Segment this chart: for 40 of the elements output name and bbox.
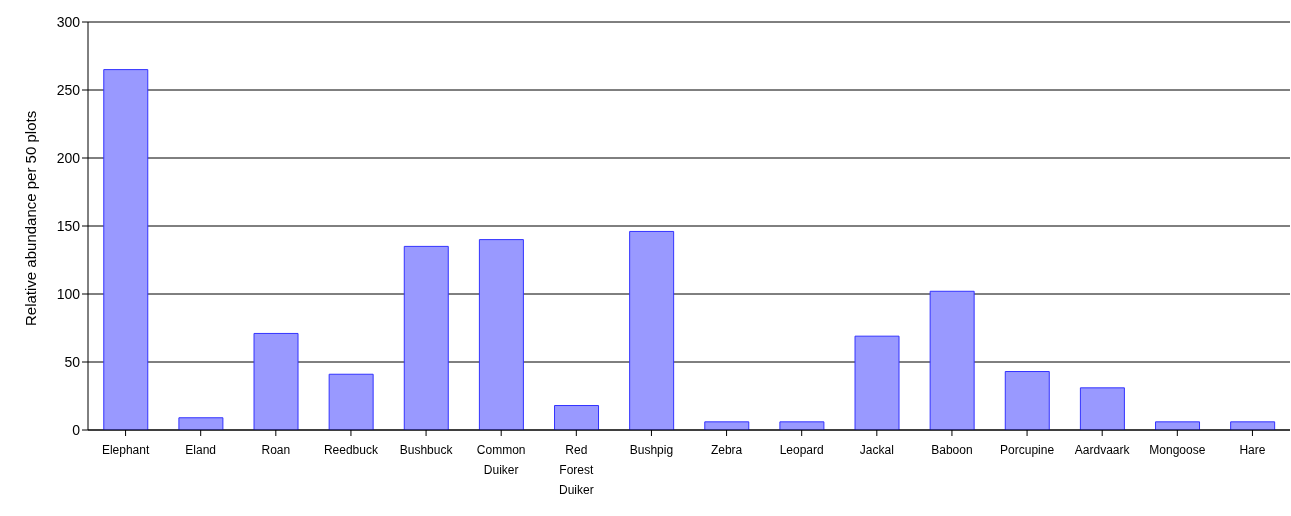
x-tick-label: Hare [1239, 443, 1266, 457]
x-tick-label: Common Duiker [476, 443, 526, 477]
x-tick-label: Roan [261, 443, 291, 457]
x-tick-label: Leopard [779, 443, 824, 457]
bar [779, 421, 825, 430]
bar [1230, 421, 1276, 430]
bar [328, 373, 374, 430]
x-tick-label: Bushpig [629, 443, 674, 457]
bar [253, 332, 299, 430]
x-tick-label: Jackal [859, 443, 894, 457]
bar [554, 405, 600, 430]
x-tick-label: Elephant [101, 443, 150, 457]
bar [103, 69, 149, 430]
bar [854, 335, 900, 430]
bar [478, 239, 524, 430]
y-tick-label: 100 [56, 285, 81, 302]
y-tick-label: 150 [56, 217, 81, 234]
bar [629, 230, 675, 430]
x-tick-label: Bushbuck [399, 443, 454, 457]
bar [704, 421, 750, 430]
bar [403, 245, 449, 430]
x-tick-label: Red Forest Duiker [558, 443, 594, 497]
bar [1155, 421, 1201, 430]
x-tick-label: Baboon [931, 443, 973, 457]
y-tick-label: 0 [72, 421, 81, 438]
y-tick-label: 50 [64, 353, 81, 370]
y-axis-title: Relative abundance per 50 plots [22, 110, 40, 326]
bar [1079, 387, 1125, 430]
x-tick-label: Porcupine [1000, 443, 1055, 457]
y-tick-label: 250 [56, 81, 81, 98]
x-tick-label: Aardvaark [1074, 443, 1131, 457]
bar [1004, 371, 1050, 430]
x-tick-label: Zebra [710, 443, 743, 457]
y-tick-label: 300 [56, 13, 81, 30]
x-tick-label: Mongoose [1149, 443, 1206, 457]
y-tick-label: 200 [56, 149, 81, 166]
bar [929, 290, 975, 430]
x-tick-label: Eland [185, 443, 217, 457]
x-tick-label: Reedbuck [323, 443, 379, 457]
bar [178, 417, 224, 430]
